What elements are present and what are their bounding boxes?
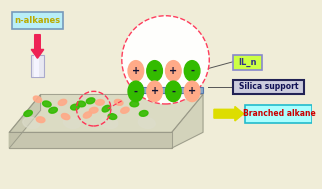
Ellipse shape [184, 81, 200, 102]
Ellipse shape [23, 117, 40, 129]
FancyBboxPatch shape [34, 55, 39, 77]
FancyBboxPatch shape [31, 55, 44, 77]
Text: +: + [169, 66, 177, 76]
Text: -: - [134, 86, 138, 96]
Ellipse shape [102, 105, 110, 112]
Ellipse shape [147, 61, 162, 81]
Text: -: - [153, 66, 156, 76]
Circle shape [122, 16, 209, 104]
Text: IL_n: IL_n [238, 58, 257, 67]
Text: +: + [132, 66, 140, 76]
Ellipse shape [83, 112, 91, 118]
Ellipse shape [108, 114, 117, 119]
Ellipse shape [77, 101, 86, 107]
Text: +: + [188, 86, 196, 96]
FancyBboxPatch shape [128, 87, 203, 93]
Ellipse shape [128, 81, 144, 102]
Polygon shape [9, 94, 203, 132]
FancyBboxPatch shape [12, 12, 63, 29]
Ellipse shape [184, 61, 200, 81]
Ellipse shape [114, 99, 123, 105]
Text: +: + [151, 86, 159, 96]
Ellipse shape [24, 110, 32, 116]
Ellipse shape [90, 107, 98, 113]
Ellipse shape [86, 98, 95, 104]
Polygon shape [172, 94, 203, 148]
Ellipse shape [33, 96, 42, 102]
Polygon shape [9, 132, 172, 148]
Ellipse shape [71, 104, 79, 110]
Ellipse shape [128, 61, 144, 81]
FancyArrow shape [31, 35, 44, 58]
Text: -: - [190, 66, 194, 76]
Ellipse shape [166, 81, 181, 102]
Ellipse shape [36, 117, 45, 123]
FancyBboxPatch shape [233, 55, 262, 70]
Ellipse shape [62, 113, 70, 120]
Ellipse shape [58, 99, 67, 105]
Ellipse shape [138, 117, 155, 129]
Ellipse shape [49, 107, 57, 113]
Ellipse shape [43, 101, 51, 107]
FancyBboxPatch shape [214, 109, 230, 118]
Ellipse shape [96, 100, 104, 105]
Ellipse shape [139, 111, 148, 116]
Ellipse shape [130, 101, 139, 107]
Text: Branched alkane: Branched alkane [242, 109, 315, 118]
Text: n-alkanes: n-alkanes [14, 16, 61, 25]
Text: Silica support: Silica support [239, 82, 298, 91]
Ellipse shape [121, 107, 129, 113]
Polygon shape [9, 94, 41, 148]
Ellipse shape [147, 81, 162, 102]
FancyBboxPatch shape [233, 80, 304, 94]
Ellipse shape [166, 61, 181, 81]
FancyBboxPatch shape [245, 105, 312, 122]
Ellipse shape [63, 117, 80, 129]
FancyArrow shape [214, 106, 244, 121]
Ellipse shape [101, 117, 118, 129]
Text: -: - [171, 86, 175, 96]
